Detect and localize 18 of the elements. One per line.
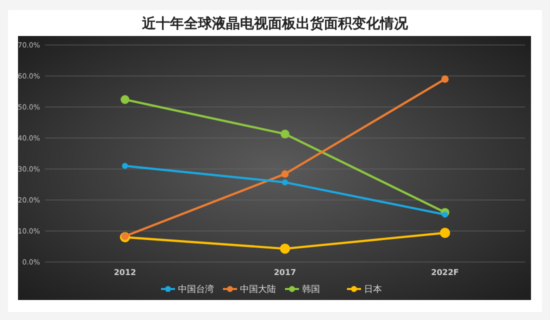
point	[280, 130, 290, 138]
point	[280, 244, 290, 254]
legend-label: 中国台湾	[178, 284, 214, 296]
legend-label: 韩国	[302, 284, 320, 296]
point	[282, 179, 288, 186]
point	[281, 170, 289, 178]
point	[442, 212, 448, 218]
x-tick-label: 2012	[114, 268, 136, 277]
point	[121, 232, 129, 240]
legend-label: 中国大陆	[240, 284, 276, 296]
chart-title: 近十年全球液晶电视面板出货面积变化情况	[141, 15, 409, 32]
point	[120, 95, 130, 104]
legend-label: 日本	[364, 284, 382, 296]
point	[122, 162, 128, 169]
point	[440, 228, 450, 238]
x-tick-label: 2022F	[431, 268, 459, 277]
point	[441, 75, 449, 83]
x-tick-label: 2017	[274, 268, 296, 277]
